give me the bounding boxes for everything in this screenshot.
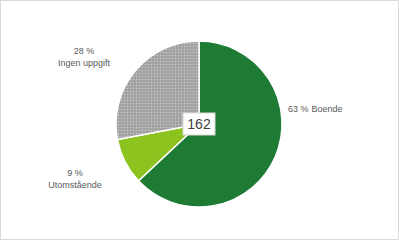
category-label: Boende <box>312 104 343 114</box>
value-label: 63 % <box>288 104 309 114</box>
category-label: Utomstående <box>48 180 102 190</box>
data-label: 63 %Boende <box>288 104 343 114</box>
total-label: 162 <box>187 116 211 132</box>
value-label: 9 % <box>67 168 83 178</box>
chart: 63 %Boende 9 % Utomstående 28 % Ingen uppgif… <box>0 0 399 240</box>
total-box <box>183 113 215 135</box>
frame <box>1 1 399 240</box>
data-label: 28 % Ingen uppgift <box>58 46 111 68</box>
data-label: 9 % Utomstående <box>48 168 102 190</box>
value-label: 28 % <box>74 46 95 56</box>
pie <box>116 41 282 207</box>
category-label: Ingen uppgift <box>58 58 111 68</box>
